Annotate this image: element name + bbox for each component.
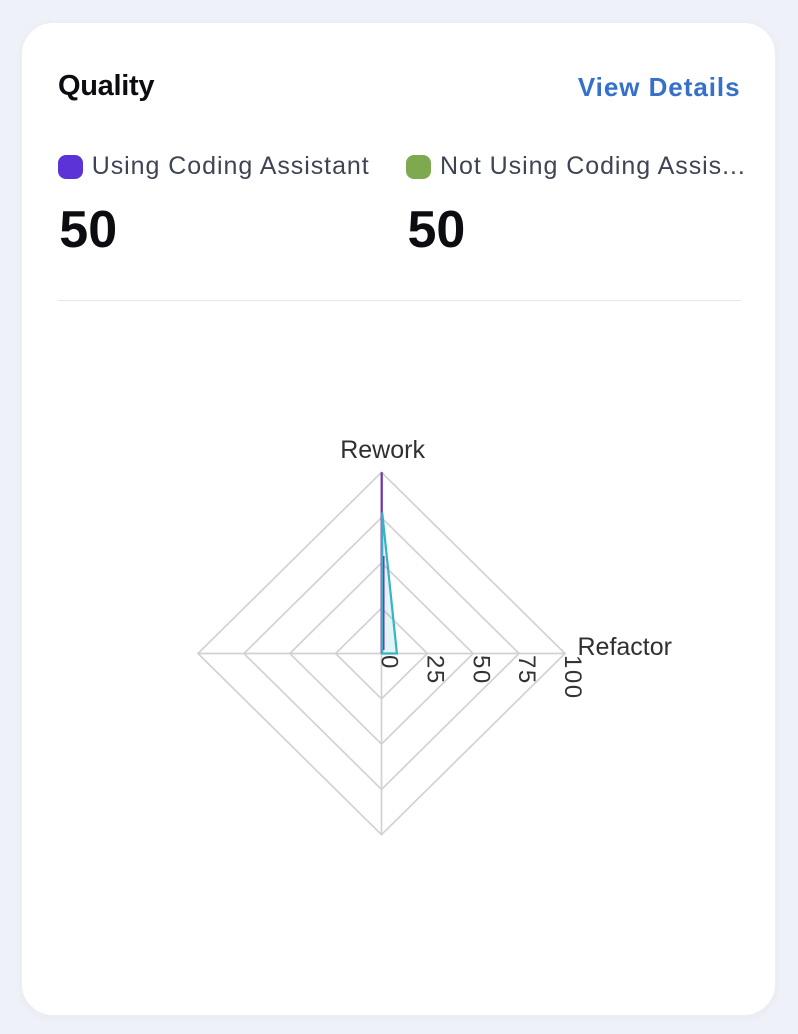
svg-text:0: 0 [376,655,403,670]
svg-text:50: 50 [467,655,494,685]
svg-text:25: 25 [421,655,448,685]
svg-text:Rework: Rework [340,436,425,464]
svg-text:75: 75 [513,655,540,685]
svg-text:100: 100 [559,655,586,700]
svg-text:Refactor: Refactor [578,633,672,661]
